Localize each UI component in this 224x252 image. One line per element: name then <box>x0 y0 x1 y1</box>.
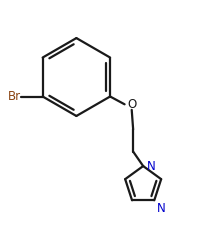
Text: N: N <box>157 202 166 215</box>
Text: Br: Br <box>7 90 21 103</box>
Text: O: O <box>127 98 136 111</box>
Text: N: N <box>147 160 155 173</box>
